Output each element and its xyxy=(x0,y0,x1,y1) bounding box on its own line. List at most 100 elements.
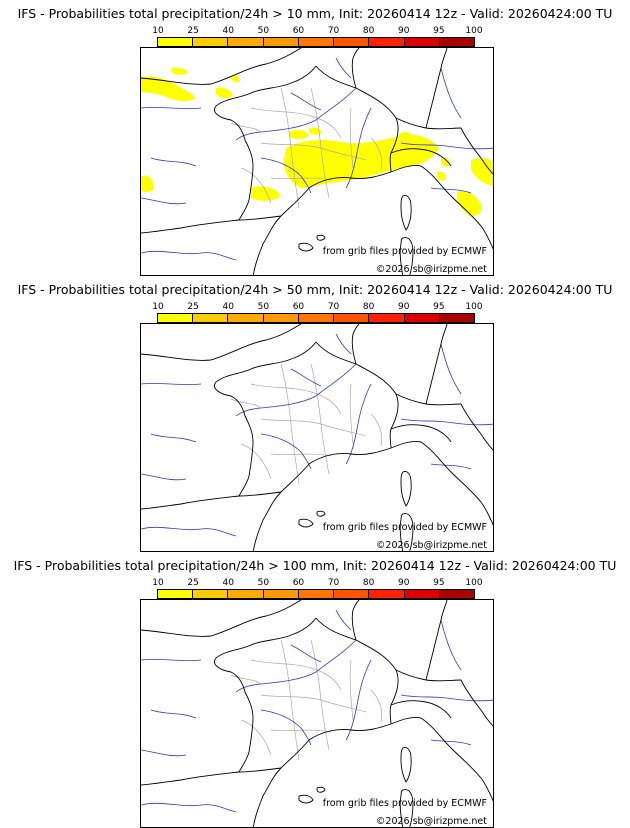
map-panel-100mm: IFS - Probabilities total precipitation/… xyxy=(0,552,630,828)
river xyxy=(400,418,493,426)
colorbar-tick-label: 10 xyxy=(152,26,164,36)
country-border xyxy=(351,600,360,641)
river xyxy=(141,526,237,537)
colorbar-tick-label: 70 xyxy=(327,26,340,36)
river xyxy=(141,107,202,109)
colorbar-swatch xyxy=(193,314,229,322)
region-boundary xyxy=(260,694,367,713)
colorbar-tick-label: 100 xyxy=(465,302,483,312)
coastline xyxy=(399,237,414,275)
river xyxy=(290,368,322,387)
region-boundary xyxy=(230,398,262,409)
coastline xyxy=(400,471,412,507)
river xyxy=(345,107,372,189)
region-boundary xyxy=(270,177,332,181)
river xyxy=(335,333,352,355)
country-border xyxy=(238,215,282,221)
colorbar-tick-label: 10 xyxy=(152,302,164,312)
coastline xyxy=(141,219,240,234)
river xyxy=(150,709,197,719)
coastline xyxy=(141,771,240,786)
precip-area xyxy=(251,186,281,201)
region-boundary xyxy=(240,719,272,756)
panel-title: IFS - Probabilities total precipitation/… xyxy=(17,6,613,21)
precip-area xyxy=(171,67,188,75)
coastline xyxy=(308,717,422,741)
colorbar-swatch xyxy=(228,590,264,598)
colorbar-swatch xyxy=(228,314,264,322)
colorbar-swatch xyxy=(158,314,194,322)
region-boundary xyxy=(270,729,332,733)
colorbar-tick-label: 80 xyxy=(362,26,375,36)
colorbar-tick-label: 80 xyxy=(362,578,375,588)
region-boundary xyxy=(250,107,342,139)
coastline xyxy=(400,747,412,783)
colorbar-swatch xyxy=(404,38,440,46)
region-boundary xyxy=(280,363,300,485)
colorbar-swatch xyxy=(298,590,335,598)
coastline xyxy=(141,48,302,85)
river xyxy=(335,609,352,631)
coastline xyxy=(141,600,302,637)
colorbar-tick-label: 25 xyxy=(187,302,199,312)
colorbar-tick-label: 60 xyxy=(292,578,305,588)
country-border xyxy=(315,341,399,449)
map-svg xyxy=(141,600,493,827)
river xyxy=(141,802,237,813)
colorbar-swatch xyxy=(228,38,264,46)
region-boundary xyxy=(370,137,383,171)
colorbar-tick-label: 70 xyxy=(327,578,340,588)
country-border xyxy=(425,600,448,681)
river xyxy=(141,749,187,757)
colorbar-swatch xyxy=(439,314,474,322)
coastline xyxy=(214,617,317,773)
coastline xyxy=(141,324,302,361)
colorbar-tick-label: 90 xyxy=(398,302,410,312)
river xyxy=(335,57,352,79)
region-boundary xyxy=(240,443,272,480)
colorbar: 10 25 40 50 60 70 80 90 95 100 xyxy=(152,26,483,47)
river xyxy=(440,343,462,395)
colorbar-boxes xyxy=(157,589,475,599)
colorbar-swatch xyxy=(404,314,440,322)
precip-area xyxy=(309,127,322,135)
coastline xyxy=(400,195,412,231)
colorbar-labels: 10 25 40 50 60 70 80 90 95 100 xyxy=(152,26,482,39)
precip-area xyxy=(399,131,412,139)
colorbar-tick-label: 100 xyxy=(465,578,483,588)
colorbar-swatch xyxy=(369,38,405,46)
country-border xyxy=(425,324,448,405)
river xyxy=(400,694,493,702)
precip-area xyxy=(457,190,482,217)
map-area: from grib files provided by ECMWF ©2026 … xyxy=(140,47,494,276)
river xyxy=(400,142,493,150)
colorbar-boxes xyxy=(157,313,475,323)
region-boundary xyxy=(310,87,330,199)
coastline xyxy=(399,789,414,827)
colorbar: 10 25 40 50 60 70 80 90 95 100 xyxy=(152,302,483,323)
colorbar-swatch xyxy=(439,38,474,46)
precip-area xyxy=(141,76,196,101)
river xyxy=(440,619,462,671)
coastline xyxy=(214,65,317,221)
colorbar-swatch xyxy=(158,38,194,46)
coastline xyxy=(298,794,314,804)
region-boundary xyxy=(310,639,330,751)
coastline xyxy=(316,786,326,793)
panel-title: IFS - Probabilities total precipitation/… xyxy=(17,282,613,297)
region-boundary xyxy=(260,418,367,437)
country-border xyxy=(390,148,452,167)
coastline xyxy=(399,513,414,551)
river xyxy=(260,433,312,470)
panel-title: IFS - Probabilities total precipitation/… xyxy=(13,558,617,573)
region-boundary xyxy=(349,383,354,445)
copyright-credit: ©2026 sb@irizpme.net xyxy=(375,816,487,827)
coastline xyxy=(308,165,422,189)
country-border xyxy=(351,48,360,89)
precip-area xyxy=(441,157,450,167)
colorbar-tick-label: 95 xyxy=(433,26,445,36)
colorbar-labels: 10 25 40 50 60 70 80 90 95 100 xyxy=(152,578,482,591)
coastline xyxy=(420,717,493,802)
river xyxy=(290,644,322,663)
region-boundary xyxy=(280,87,300,209)
